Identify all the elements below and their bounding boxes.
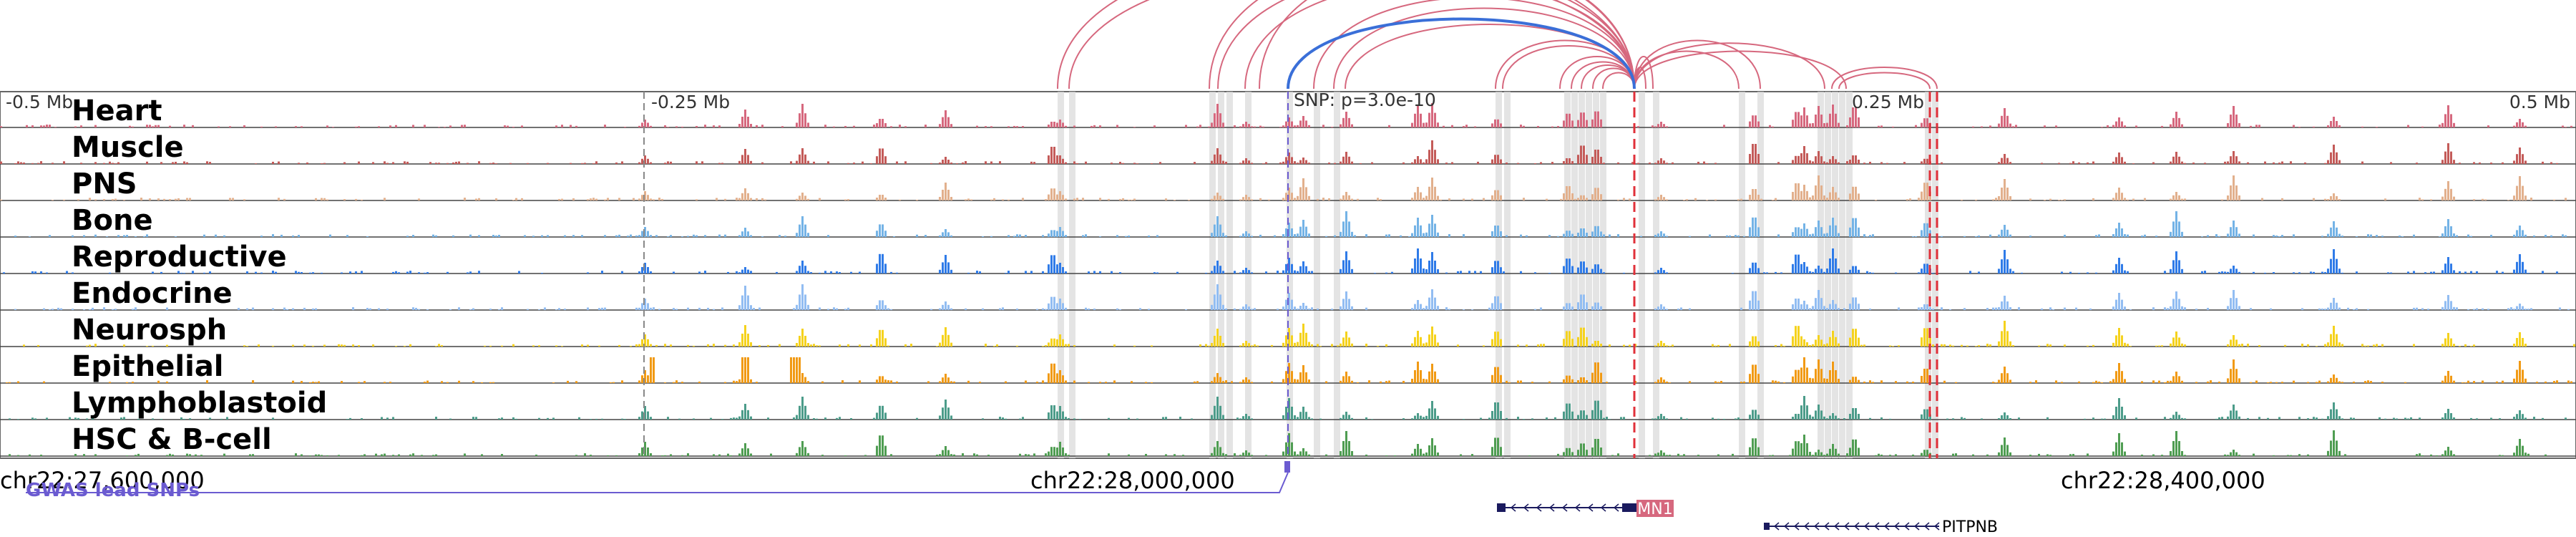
scale-left-mid: -0.25 Mb	[651, 92, 730, 112]
interaction-arc	[1244, 0, 1635, 90]
highlight-column	[1504, 92, 1511, 458]
mn1-exon	[1497, 503, 1506, 512]
interaction-arc	[1259, 0, 1635, 90]
track-signal	[3, 248, 2558, 274]
interaction-arc	[1068, 0, 1635, 90]
highlight-column	[1739, 92, 1745, 458]
coord-right: chr22:28,400,000	[2061, 467, 2265, 494]
interaction-arc	[1209, 0, 1635, 90]
gene-pitpnb[interactable]: PITPNB	[1764, 518, 1998, 536]
highlight-column	[1069, 92, 1075, 458]
highlight-column	[1593, 92, 1599, 458]
highlight-column	[1334, 92, 1340, 458]
interaction-arc	[1831, 67, 1938, 90]
interaction-arc	[1057, 0, 1635, 90]
highlight-column	[1571, 92, 1578, 458]
scale-left: -0.5 Mb	[6, 92, 73, 112]
track-label-reproductive: Reproductive	[72, 241, 287, 274]
highlight-column	[1846, 92, 1853, 458]
interaction-arc	[1287, 17, 1636, 90]
interaction-arc	[1495, 39, 1635, 90]
interaction-arc	[1838, 72, 1931, 90]
highlight-column	[1245, 92, 1252, 458]
track-signal	[0, 140, 2558, 164]
track-signal	[14, 284, 2570, 310]
track-label-heart: Heart	[72, 95, 162, 127]
highlight-column	[1600, 92, 1606, 458]
signal-tracks	[0, 103, 2576, 457]
interaction-arc	[1217, 0, 1635, 90]
interaction-arc	[1313, 0, 1635, 90]
track-signal	[0, 175, 2567, 200]
highlight-column	[1832, 92, 1838, 458]
position-markers	[643, 92, 1938, 458]
gwas-track-label: GWAS lead SNPs	[26, 480, 200, 501]
highlight-column	[1209, 92, 1216, 458]
highlight-column	[1818, 92, 1824, 458]
interaction-arc	[1634, 50, 1847, 90]
track-signal	[23, 321, 2575, 347]
gwas-track: GWAS lead SNPs	[26, 461, 1290, 501]
scale-right-mid: 0.25 Mb	[1852, 92, 1924, 112]
track-label-pns: PNS	[72, 168, 137, 200]
track-label-muscle: Muscle	[72, 131, 184, 164]
snp-pvalue-label: SNP: p=3.0e-10	[1294, 90, 1436, 110]
highlight-column	[1226, 92, 1233, 458]
track-signal	[6, 357, 2572, 383]
track-label-neurosph: Neurosph	[72, 314, 227, 347]
track-label-hsc-bcell: HSC & B-cell	[72, 423, 272, 456]
highlight-column	[1653, 92, 1659, 458]
mn1-label-box	[1636, 500, 1674, 517]
coord-left: chr22:27,600,000	[0, 467, 205, 494]
interaction-arcs	[1057, 0, 1938, 90]
pitpnb-strand-arrows	[1773, 522, 1940, 531]
interaction-arc	[1634, 42, 1825, 90]
mn1-exon	[1622, 503, 1636, 512]
gwas-snp-marker[interactable]	[1284, 461, 1290, 473]
gwas-connector	[26, 472, 1289, 493]
highlight-column	[1287, 92, 1293, 458]
highlight-column	[1932, 92, 1938, 458]
scale-right: 0.5 Mb	[2509, 92, 2570, 112]
highlight-column	[1839, 92, 1845, 458]
track-signal	[0, 103, 2572, 127]
highlight-column	[1639, 92, 1645, 458]
track-signal	[9, 430, 2547, 456]
pitpnb-label: PITPNB	[1942, 518, 1998, 536]
highlight-column	[1564, 92, 1571, 458]
highlight-column	[1825, 92, 1831, 458]
highlight-column	[1058, 92, 1064, 458]
gene-mn1[interactable]: MN1	[1497, 500, 1674, 518]
highlight-column	[1314, 92, 1320, 458]
interaction-arc	[1634, 56, 1654, 90]
region-highlights	[1058, 92, 1938, 458]
track-label-epithelial: Epithelial	[72, 350, 224, 383]
highlight-column	[1925, 92, 1931, 458]
mn1-label: MN1	[1637, 500, 1672, 518]
coord-middle: chr22:28,000,000	[1030, 467, 1235, 494]
mn1-strand-arrows	[1510, 503, 1619, 512]
track-labels: Heart Muscle PNS Bone Reproductive Endoc…	[72, 95, 327, 456]
track-label-endocrine: Endocrine	[72, 277, 233, 310]
interaction-arc	[1333, 7, 1635, 90]
interaction-arc	[1634, 39, 1761, 90]
interaction-arc	[1634, 50, 1740, 90]
highlight-column	[1579, 92, 1585, 458]
track-signal	[14, 211, 2567, 237]
track-label-lymphoblastoid: Lymphoblastoid	[72, 387, 327, 420]
highlight-column	[1218, 92, 1224, 458]
highlight-column	[1496, 92, 1502, 458]
track-signal	[9, 396, 2567, 420]
highlight-column	[1586, 92, 1592, 458]
pitpnb-exon	[1764, 523, 1770, 530]
highlight-column	[1757, 92, 1764, 458]
track-label-bone: Bone	[72, 204, 153, 237]
